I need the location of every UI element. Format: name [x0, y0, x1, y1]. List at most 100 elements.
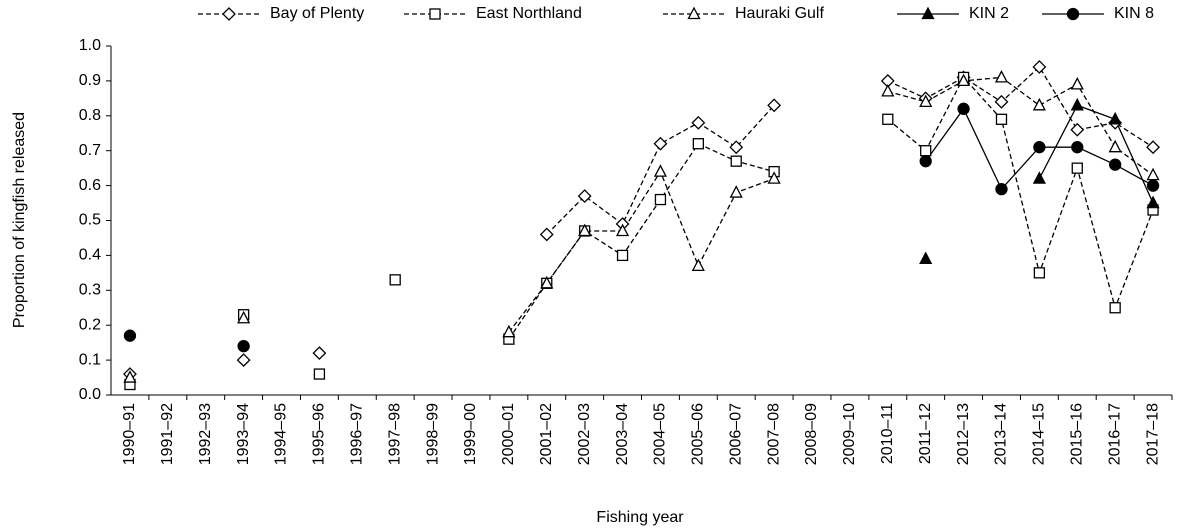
- y-tick-label: 0.2: [79, 316, 101, 333]
- marker: [920, 145, 932, 157]
- series-line: [508, 76, 1154, 340]
- marker: [881, 83, 895, 97]
- x-tick-label: 2002–03: [576, 403, 593, 465]
- legend-marker: [429, 8, 441, 20]
- x-tick-label: 2001–02: [538, 403, 555, 465]
- x-tick-label: 1990–91: [121, 403, 138, 465]
- y-tick-label: 0.5: [79, 212, 101, 229]
- marker: [653, 164, 668, 177]
- marker: [1109, 302, 1121, 314]
- marker: [1032, 171, 1046, 184]
- marker: [691, 115, 706, 130]
- legend-label: KIN 8: [1114, 5, 1154, 22]
- x-tick-label: 2011–12: [917, 403, 934, 464]
- marker: [313, 368, 326, 380]
- y-tick-label: 0.8: [79, 107, 101, 124]
- y-tick-label: 0.3: [79, 282, 101, 299]
- marker: [616, 249, 629, 262]
- x-tick-label: 1996–97: [349, 403, 366, 465]
- legend-label: Bay of Plenty: [270, 5, 364, 22]
- marker: [1070, 122, 1085, 137]
- x-tick-label: 2003–04: [614, 403, 631, 465]
- marker: [919, 251, 933, 265]
- x-tick-label: 1995–96: [311, 403, 328, 465]
- x-tick-label: 2007–08: [765, 403, 782, 465]
- x-tick-label: 1994–95: [273, 403, 290, 465]
- x-tick-label: 1997–98: [386, 403, 403, 465]
- marker: [1070, 97, 1084, 111]
- marker: [767, 171, 781, 184]
- y-tick-label: 0.4: [79, 247, 101, 264]
- x-tick-label: 1992–93: [197, 403, 214, 465]
- marker: [123, 329, 137, 342]
- legend-label: Hauraki Gulf: [735, 5, 824, 22]
- marker: [692, 138, 704, 150]
- legend-label: KIN 2: [969, 5, 1009, 22]
- marker: [389, 274, 401, 286]
- marker: [730, 155, 742, 167]
- x-tick-label: 1999–00: [462, 403, 479, 465]
- marker: [1108, 139, 1122, 153]
- x-tick-label: 2000–01: [500, 403, 517, 465]
- legend-marker: [921, 6, 935, 20]
- marker: [237, 310, 251, 324]
- marker: [919, 155, 932, 168]
- marker: [1146, 195, 1160, 209]
- y-tick-label: 1.0: [79, 37, 101, 54]
- series-line: [508, 76, 1154, 333]
- x-tick-label: 1998–99: [424, 403, 441, 465]
- x-tick-label: 1991–92: [159, 403, 176, 465]
- marker: [1146, 140, 1160, 155]
- marker: [615, 223, 630, 237]
- x-tick-label: 2014–15: [1031, 403, 1048, 465]
- x-tick-label: 2016–17: [1106, 403, 1123, 465]
- legend-marker: [222, 7, 236, 21]
- marker: [729, 140, 744, 155]
- x-tick-label: 2008–09: [803, 403, 820, 465]
- marker: [653, 136, 668, 151]
- series-line: [1038, 104, 1154, 204]
- marker: [502, 324, 516, 338]
- marker: [995, 113, 1008, 125]
- marker: [1032, 60, 1047, 74]
- marker: [577, 189, 592, 203]
- marker: [539, 227, 554, 242]
- legend-marker: [1066, 7, 1080, 21]
- marker: [957, 102, 970, 115]
- marker: [1146, 167, 1160, 181]
- marker: [236, 353, 251, 368]
- marker: [1033, 267, 1046, 279]
- marker: [312, 346, 327, 361]
- y-tick-label: 0.6: [79, 177, 101, 194]
- marker: [1071, 162, 1083, 174]
- marker: [1033, 141, 1046, 154]
- x-tick-label: 2004–05: [652, 403, 669, 465]
- marker: [767, 98, 782, 113]
- marker: [1071, 141, 1084, 154]
- x-tick-label: 2012–13: [955, 403, 972, 465]
- marker: [994, 94, 1009, 109]
- legend-marker: [687, 6, 701, 20]
- marker: [1109, 158, 1122, 171]
- x-tick-label: 2005–06: [690, 403, 707, 465]
- x-tick-label: 2006–07: [727, 403, 744, 465]
- marker: [919, 94, 933, 107]
- marker: [540, 275, 554, 289]
- legend-label: East Northland: [476, 5, 582, 22]
- y-tick-label: 0.9: [79, 72, 101, 89]
- marker: [1108, 111, 1122, 125]
- x-tick-label: 2017–18: [1144, 403, 1161, 465]
- y-tick-label: 0.1: [79, 351, 101, 368]
- marker: [1070, 76, 1084, 90]
- marker: [691, 258, 705, 272]
- marker: [1032, 97, 1046, 111]
- series-line: [546, 65, 1154, 235]
- marker: [957, 73, 971, 87]
- x-tick-label: 2013–14: [993, 403, 1010, 465]
- x-axis-title: Fishing year: [596, 509, 684, 526]
- marker: [123, 370, 137, 383]
- x-tick-label: 2009–10: [841, 403, 858, 465]
- marker: [1146, 179, 1160, 192]
- marker: [994, 70, 1009, 83]
